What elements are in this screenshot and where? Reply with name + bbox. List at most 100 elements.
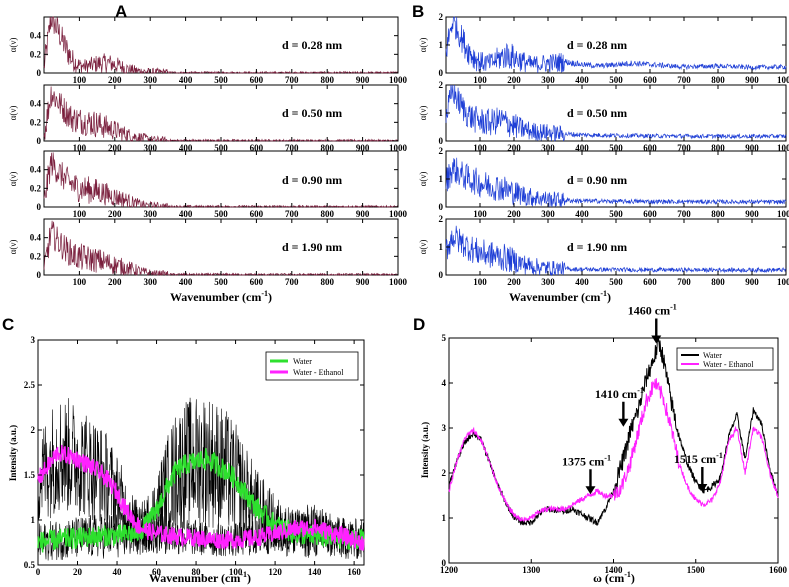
panel-a-subplot-4-frame bbox=[43, 218, 399, 276]
panel-a-subplot-3-ytick-label-1: 0.2 bbox=[30, 183, 42, 193]
panel-b-subplot-1-xtick-label-4: 500 bbox=[609, 75, 623, 85]
panel-a-subplot-4-ytick-label-2: 0.4 bbox=[30, 233, 42, 243]
panel-a-subplot-4-xtick-label-3: 400 bbox=[179, 277, 193, 287]
panel-a-subplot-2-xtick-label-3: 400 bbox=[179, 143, 193, 153]
panel-a-subplot-2-ytick-label-2: 0.4 bbox=[30, 99, 42, 109]
panel-b-subplot-4: 100 200 300 400 500 600 700 800 900 1000 0 1 2 d = 1… bbox=[418, 214, 789, 287]
panel-a-subplot-1-xtick-label-0: 100 bbox=[73, 75, 87, 85]
panel-b-subplot-3-xtick-label-6: 700 bbox=[677, 209, 691, 219]
panel-b-subplot-4-xtick-label-0: 100 bbox=[473, 277, 487, 287]
panel-b-subplot-3-axes: 100 200 300 400 500 600 700 800 900 1000 0 1 2 bbox=[439, 146, 789, 219]
panel-b-subplot-1-curve bbox=[445, 16, 787, 73]
panel-d-xtick-label-2: 1400 bbox=[605, 565, 624, 575]
panel-b-subplot-1-xtick-label-6: 700 bbox=[677, 75, 691, 85]
panel-b-subplot-4-curve bbox=[445, 225, 787, 277]
panel-c-xtick-label-5: 100 bbox=[229, 567, 243, 577]
panel-c-raw-trace-1 bbox=[37, 397, 365, 561]
panel-a-subplot-2-ytick-label-1: 0.2 bbox=[30, 117, 42, 127]
panel-b-subplot-3-xtick-label-8: 900 bbox=[745, 209, 759, 219]
panel-d-annotation-3-arrow-head bbox=[585, 486, 596, 495]
panel-a-subplot-2-frame bbox=[43, 84, 399, 142]
panel-b-subplot-2-xtick-label-7: 800 bbox=[711, 143, 725, 153]
panel-d-ytick-label-0: 0 bbox=[442, 558, 447, 568]
panel-a-subplot-2-xtick-label-4: 500 bbox=[214, 143, 228, 153]
panel-b-subplot-4-ylabel: α(ν) bbox=[418, 240, 428, 255]
panel-b-subplot-4-xtick-label-3: 400 bbox=[575, 277, 589, 287]
panel-c-xtick-label-6: 120 bbox=[268, 567, 282, 577]
panel-b-subplot-3-xtick-label-9: 1000 bbox=[777, 209, 789, 219]
panel-b-subplot-3-ytick-label-1: 1 bbox=[439, 174, 444, 184]
panel-a-subplot-4-xtick-label-2: 300 bbox=[143, 277, 157, 287]
panel-a-subplot-3-ytick-label-0: 0 bbox=[37, 202, 42, 212]
panel-a-subplot-3-label: d = 0.90 nm bbox=[282, 173, 342, 187]
panel-a-subplot-1-xtick-label-1: 200 bbox=[108, 75, 122, 85]
panel-b-subplot-3-curve bbox=[445, 157, 787, 208]
panel-a-subplot-2-xtick-label-0: 100 bbox=[73, 143, 87, 153]
panel-a-subplot-2-xtick-label-1: 200 bbox=[108, 143, 122, 153]
panel-b-subplot-1-xtick-label-5: 600 bbox=[643, 75, 657, 85]
panel-letter-b: B bbox=[412, 2, 424, 21]
panel-b-subplot-1-xtick-label-3: 400 bbox=[575, 75, 589, 85]
panel-a-subplot-3-xtick-label-1: 200 bbox=[108, 209, 122, 219]
panel-b-subplot-3: 100 200 300 400 500 600 700 800 900 1000 0 1 2 d = 0… bbox=[418, 146, 789, 219]
panel-d-ylabel: Intensity (a.u.) bbox=[420, 422, 430, 478]
panel-a-subplot-4: 100 200 300 400 500 600 700 800 900 1000 0 0.2 0.4 d… bbox=[8, 218, 408, 287]
panel-b-subplot-2-line bbox=[445, 84, 787, 142]
panel-a-subplot-1-xtick-label-7: 800 bbox=[320, 75, 334, 85]
panel-a-xlabel: Wavenumber (cm-1) bbox=[170, 289, 272, 304]
panel-b-subplot-3-ylabel: α(ν) bbox=[418, 172, 428, 187]
panel-a-subplot-1-ylabel: α(ν) bbox=[8, 38, 18, 53]
panel-c-xtick-label-2: 40 bbox=[113, 567, 123, 577]
panel-d-xlabel: ω (cm-1) bbox=[593, 570, 635, 585]
panel-a-subplot-4-xtick-label-7: 800 bbox=[320, 277, 334, 287]
panel-c-xtick-label-3: 60 bbox=[152, 567, 162, 577]
panel-a-subplot-3-xtick-label-3: 400 bbox=[179, 209, 193, 219]
panel-a-subplot-3-xtick-label-7: 800 bbox=[320, 209, 334, 219]
panel-b-subplot-2-ytick-label-2: 2 bbox=[439, 80, 444, 90]
panel-a-subplot-2-xtick-label-2: 300 bbox=[143, 143, 157, 153]
panel-c-xtick-label-1: 20 bbox=[73, 567, 83, 577]
panel-a-subplot-1-xtick-label-4: 500 bbox=[214, 75, 228, 85]
panel-b-subplot-3-xtick-label-1: 200 bbox=[507, 209, 521, 219]
panel-a-subplot-4-ytick-label-0: 0 bbox=[37, 270, 42, 280]
panel-b-subplot-2-ytick-label-1: 1 bbox=[439, 108, 444, 118]
panel-b-subplot-2-xtick-label-6: 700 bbox=[677, 143, 691, 153]
panel-d-frame bbox=[448, 337, 779, 564]
panel-d-xtick-label-0: 1200 bbox=[440, 565, 459, 575]
panel-d-curves bbox=[448, 337, 779, 526]
panel-d-series-water-ethanol bbox=[448, 378, 779, 523]
panel-c-axes: 0 20 40 60 80 100 120 140 160 0.5 1 1.5 2 2.5 3 bbox=[24, 335, 364, 577]
panel-a-subplot-4-ytick-label-1: 0.2 bbox=[30, 251, 42, 261]
panel-b-subplot-4-xtick-label-5: 600 bbox=[643, 277, 657, 287]
panel-a-subplot-3: 100 200 300 400 500 600 700 800 900 1000 0 0.2 0.4 d… bbox=[8, 150, 408, 219]
panel-a-subplot-1-xtick-label-9: 1000 bbox=[389, 75, 408, 85]
panel-c-curves bbox=[37, 397, 365, 561]
panel-c-legend-box bbox=[265, 351, 359, 381]
panel-d-axes: 1200 1300 1400 1500 1600 0 1 2 3 4 5 bbox=[440, 333, 788, 575]
panel-b-subplot-1-xtick-label-7: 800 bbox=[711, 75, 725, 85]
panel-d-ytick-label-3: 3 bbox=[442, 423, 447, 433]
panel-b-subplot-3-xtick-label-3: 400 bbox=[575, 209, 589, 219]
panel-b-subplot-4-ytick-label-2: 2 bbox=[439, 214, 444, 224]
panel-b-subplot-4-xtick-label-9: 1000 bbox=[777, 277, 789, 287]
panel-d-annotation-3-label: 1375 cm-1 bbox=[562, 453, 611, 468]
panel-b-subplot-4-label: d = 1.90 nm bbox=[567, 240, 627, 254]
panel-b-subplot-2-xtick-label-0: 100 bbox=[473, 143, 487, 153]
panel-a-subplot-3-xtick-label-9: 1000 bbox=[389, 209, 408, 219]
panel-c-xtick-label-0: 0 bbox=[36, 567, 41, 577]
panel-b-subplot-4-xtick-label-4: 500 bbox=[609, 277, 623, 287]
panel-b-subplot-3-ytick-label-0: 0 bbox=[439, 202, 444, 212]
panel-d-annotations: 1460 cm-1 1410 cm-1 1375 cm-1 1515 cm-1 bbox=[562, 303, 723, 495]
panel-b-subplot-1-xtick-label-9: 1000 bbox=[777, 75, 789, 85]
panel-d-annotation-1-label: 1460 cm-1 bbox=[628, 303, 677, 318]
panel-b-subplot-1-axes: 100 200 300 400 500 600 700 800 900 1000 0 1 2 bbox=[439, 12, 789, 85]
panel-d-annotation-2-label: 1410 cm-1 bbox=[595, 386, 644, 401]
panel-c-xtick-label-7: 140 bbox=[308, 567, 322, 577]
panel-b-subplot-1-xtick-label-8: 900 bbox=[745, 75, 759, 85]
panel-b-subplot-3-ytick-label-2: 2 bbox=[439, 146, 444, 156]
panel-a-subplot-4-axes: 100 200 300 400 500 600 700 800 900 1000 0 0.2 0.4 bbox=[30, 219, 408, 287]
panel-b-subplot-1-ytick-label-2: 2 bbox=[439, 12, 444, 22]
panel-b-subplot-2-xtick-label-3: 400 bbox=[575, 143, 589, 153]
panel-d-ytick-label-2: 2 bbox=[442, 468, 447, 478]
